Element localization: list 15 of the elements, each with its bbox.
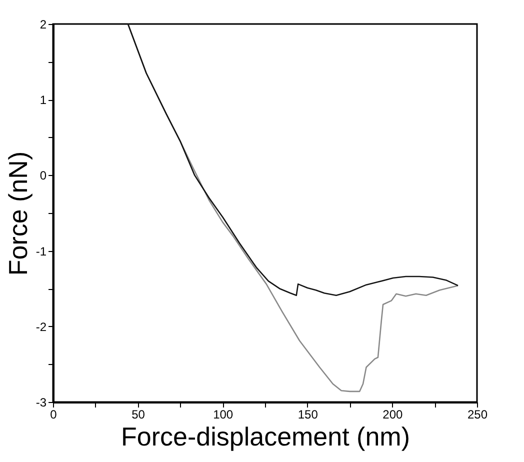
x-tick-label: 100	[213, 408, 234, 422]
x-tick-label: 200	[382, 408, 404, 422]
x-tick-label: 150	[298, 408, 318, 422]
y-tick-label: 2	[40, 18, 47, 32]
y-tick-label: 1	[40, 93, 47, 108]
line-series	[127, 23, 459, 296]
y-tick-label: -1	[36, 244, 47, 258]
y-tick-label: 0	[40, 168, 47, 183]
x-tick-label: 0	[50, 408, 58, 422]
y-axis-title: Force (nN)	[2, 151, 33, 276]
x-axis-title: Force-displacement (nm)	[121, 422, 410, 452]
y-tick-label: -3	[36, 396, 47, 410]
y-tick-label: -2	[36, 320, 47, 334]
x-tick-label: 50	[132, 408, 146, 422]
x-tick-label: 250	[467, 408, 488, 422]
